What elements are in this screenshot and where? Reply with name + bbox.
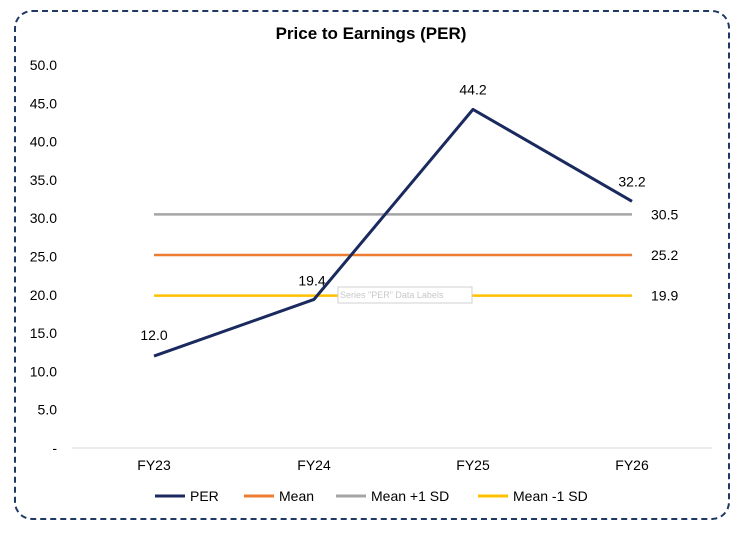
tooltip-box xyxy=(337,286,473,304)
end-data-label: 30.5 xyxy=(651,206,678,222)
y-tick-label: 20.0 xyxy=(30,287,57,303)
tooltip-text: Series "PER" Data Labels xyxy=(340,290,444,300)
end-data-label: 19.9 xyxy=(651,288,678,304)
per-data-label: 12.0 xyxy=(140,327,167,343)
y-tick-label: 35.0 xyxy=(30,172,57,188)
y-tick-label: 45.0 xyxy=(30,95,57,111)
legend-item: Mean +1 SD xyxy=(336,488,449,504)
legend-label: Mean -1 SD xyxy=(513,488,588,504)
y-tick-label: 30.0 xyxy=(30,210,57,226)
chart-title: Price to Earnings (PER) xyxy=(276,24,467,43)
x-tick-label: FY25 xyxy=(456,457,490,473)
y-tick-label: 10.0 xyxy=(30,363,57,379)
end-data-label: 25.2 xyxy=(651,247,678,263)
x-tick-label: FY26 xyxy=(615,457,649,473)
y-tick-label: 15.0 xyxy=(30,325,57,341)
series-line-per xyxy=(153,107,633,358)
y-tick-label: 40.0 xyxy=(30,134,57,150)
legend-item: Mean -1 SD xyxy=(478,488,588,504)
legend-label: Mean +1 SD xyxy=(371,488,449,504)
chart-frame xyxy=(14,10,730,520)
x-tick-label: FY23 xyxy=(137,457,171,473)
per-data-label: 44.2 xyxy=(459,81,486,97)
x-tick-label: FY24 xyxy=(297,457,331,473)
legend-item: PER xyxy=(155,488,219,504)
y-tick-label: - xyxy=(52,440,57,456)
data-label-tooltip: Series "PER" Data Labels xyxy=(337,286,473,304)
y-tick-label: 5.0 xyxy=(38,402,58,418)
legend-item: Mean xyxy=(244,488,314,504)
per-data-label: 19.4 xyxy=(298,272,325,288)
legend-label: Mean xyxy=(279,488,314,504)
legend-label: PER xyxy=(190,488,219,504)
y-tick-label: 25.0 xyxy=(30,249,57,265)
per-data-label: 32.2 xyxy=(618,173,645,189)
y-tick-label: 50.0 xyxy=(30,57,57,73)
